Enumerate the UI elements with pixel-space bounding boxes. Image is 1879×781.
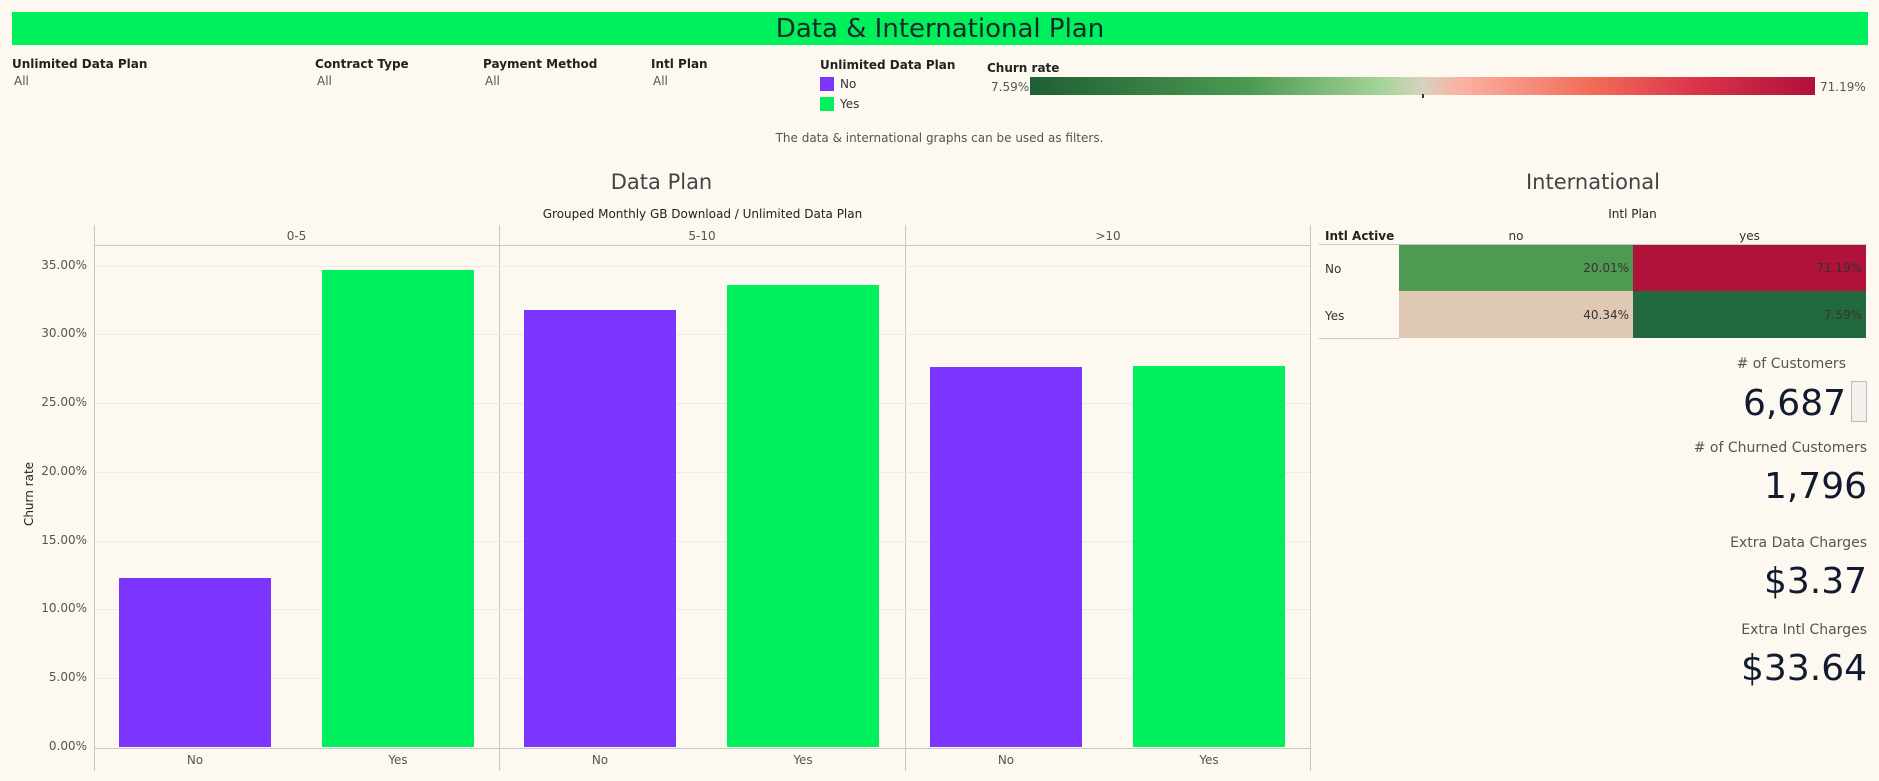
- filter-label: Unlimited Data Plan: [12, 57, 148, 71]
- filter-value[interactable]: All: [14, 74, 29, 88]
- filter-label: Contract Type: [315, 57, 409, 71]
- group-header-gt10: >10: [1095, 229, 1121, 243]
- filter-intl-plan[interactable]: Intl Plan All: [651, 57, 708, 88]
- kpi-churned-label: # of Churned Customers: [1693, 440, 1867, 456]
- gridline: [95, 403, 1310, 405]
- intl-row-no: No: [1325, 262, 1342, 276]
- legend-swatch-yes: [820, 97, 834, 111]
- x-tick-label: No: [997, 753, 1015, 767]
- group-divider: [905, 225, 906, 771]
- filter-value[interactable]: All: [317, 74, 332, 88]
- x-tick-label: No: [186, 753, 204, 767]
- kpi-extra-data-value: $3.37: [1763, 561, 1867, 602]
- intl-plan-header: Intl Plan: [1608, 207, 1657, 221]
- heatmap-value: 71.19%: [1816, 261, 1862, 275]
- kpi-customers-value: 6,687: [1742, 383, 1846, 424]
- heatmap-cell[interactable]: 71.19%: [1633, 245, 1866, 291]
- heatmap-value: 20.01%: [1583, 261, 1629, 275]
- legend-swatch-no: [820, 77, 834, 91]
- y-tick-label: 15.00%: [41, 532, 87, 547]
- bar-0-5-yes[interactable]: [322, 269, 474, 747]
- intl-col-no: no: [1508, 229, 1524, 243]
- bar-0-5-no[interactable]: [119, 577, 271, 747]
- kpi-extra-intl-value: $33.64: [1741, 648, 1867, 689]
- y-tick-label: 0.00%: [48, 739, 87, 753]
- bar-5-10-yes[interactable]: [727, 284, 879, 747]
- heatmap-cell[interactable]: 20.01%: [1399, 245, 1633, 291]
- x-tick-label: No: [591, 753, 609, 767]
- kpi-churned-value: 1,796: [1763, 466, 1867, 507]
- legend-title: Unlimited Data Plan: [820, 58, 956, 72]
- y-ticks: 35.00% 30.00% 25.00% 20.00% 15.00% 10.00% 5.00…: [0, 0, 94, 781]
- data-plan-chart[interactable]: 0-5 5-10 >10 No Yes No Yes No Yes: [94, 225, 1311, 771]
- chart-left-border: [94, 225, 95, 771]
- gridline: [95, 540, 1310, 542]
- dashboard-title: Data & International Plan: [12, 12, 1868, 45]
- x-tick-label: Yes: [388, 753, 408, 767]
- gridline: [95, 265, 1310, 267]
- international-title: International: [1525, 170, 1661, 194]
- bar-5-10-no[interactable]: [524, 309, 676, 747]
- heatmap-value: 7.59%: [1823, 307, 1862, 322]
- kpi-extra-intl-label: Extra Intl Charges: [1741, 622, 1867, 638]
- heatmap-value: 40.34%: [1583, 307, 1629, 322]
- group-divider: [499, 225, 500, 771]
- x-axis-line: [94, 748, 1311, 749]
- chart-right-border: [1310, 225, 1311, 771]
- data-plan-title: Data Plan: [610, 170, 713, 194]
- y-tick-label: 5.00%: [48, 670, 87, 685]
- churn-scale-min: 7.59%: [991, 80, 1030, 94]
- title-text: Data & International Plan: [775, 13, 1105, 44]
- x-tick-label: Yes: [793, 753, 813, 767]
- bar-gt10-no[interactable]: [930, 367, 1082, 747]
- gridline: [95, 609, 1310, 611]
- color-legend: Unlimited Data Plan No Yes: [820, 58, 955, 111]
- bar-gt10-yes[interactable]: [1133, 366, 1285, 747]
- heatmap-cell[interactable]: 40.34%: [1399, 291, 1633, 338]
- filter-label: Intl Plan: [651, 57, 708, 71]
- intl-active-header: Intl Active: [1325, 229, 1395, 243]
- churn-rate-gradient: [1030, 77, 1815, 95]
- data-plan-header: Grouped Monthly GB Download / Unlimited …: [542, 207, 863, 221]
- filter-value[interactable]: All: [653, 74, 668, 88]
- filter-unlimited-data-plan[interactable]: Unlimited Data Plan All: [12, 57, 147, 88]
- intl-col-yes: yes: [1739, 229, 1760, 243]
- gridline: [95, 471, 1310, 473]
- kpi-extra-data-label: Extra Data Charges: [1730, 535, 1867, 551]
- heatmap-bottom-border: [1319, 338, 1399, 339]
- gridline: [95, 678, 1310, 680]
- y-tick-label: 30.00%: [41, 326, 87, 341]
- legend-item-yes[interactable]: Yes: [820, 97, 955, 111]
- gridline: [95, 334, 1310, 336]
- y-tick-label: 10.00%: [41, 601, 87, 616]
- y-tick-label: 25.00%: [41, 395, 87, 410]
- kpi-customers-label: # of Customers: [1736, 356, 1846, 372]
- y-tick-label: 20.00%: [41, 463, 87, 478]
- legend-label: Yes: [840, 97, 860, 111]
- filter-note: The data & international graphs can be u…: [775, 131, 1104, 145]
- churn-scale-marker: [1422, 94, 1424, 98]
- filter-payment-method[interactable]: Payment Method All: [483, 57, 597, 88]
- y-tick-label: 35.00%: [41, 257, 87, 272]
- churn-scale-max: 71.19%: [1820, 80, 1866, 94]
- intl-row-yes: Yes: [1325, 309, 1345, 323]
- churn-scale-title: Churn rate: [987, 61, 1060, 75]
- x-tick-label: Yes: [1199, 753, 1219, 767]
- group-header-0-5: 0-5: [286, 229, 307, 243]
- filter-contract-type[interactable]: Contract Type All: [315, 57, 409, 88]
- filter-label: Payment Method: [483, 57, 598, 71]
- legend-item-no[interactable]: No: [820, 77, 955, 91]
- group-header-5-10: 5-10: [688, 229, 716, 243]
- legend-label: No: [840, 77, 857, 91]
- heatmap-cell[interactable]: 7.59%: [1633, 291, 1866, 338]
- filter-value[interactable]: All: [485, 74, 500, 88]
- bars-layer: No Yes No Yes No Yes: [94, 225, 1311, 771]
- heatmap-top-border: [1319, 244, 1867, 245]
- kpi-scroll-handle[interactable]: [1851, 381, 1867, 422]
- header-divider: [94, 245, 1311, 246]
